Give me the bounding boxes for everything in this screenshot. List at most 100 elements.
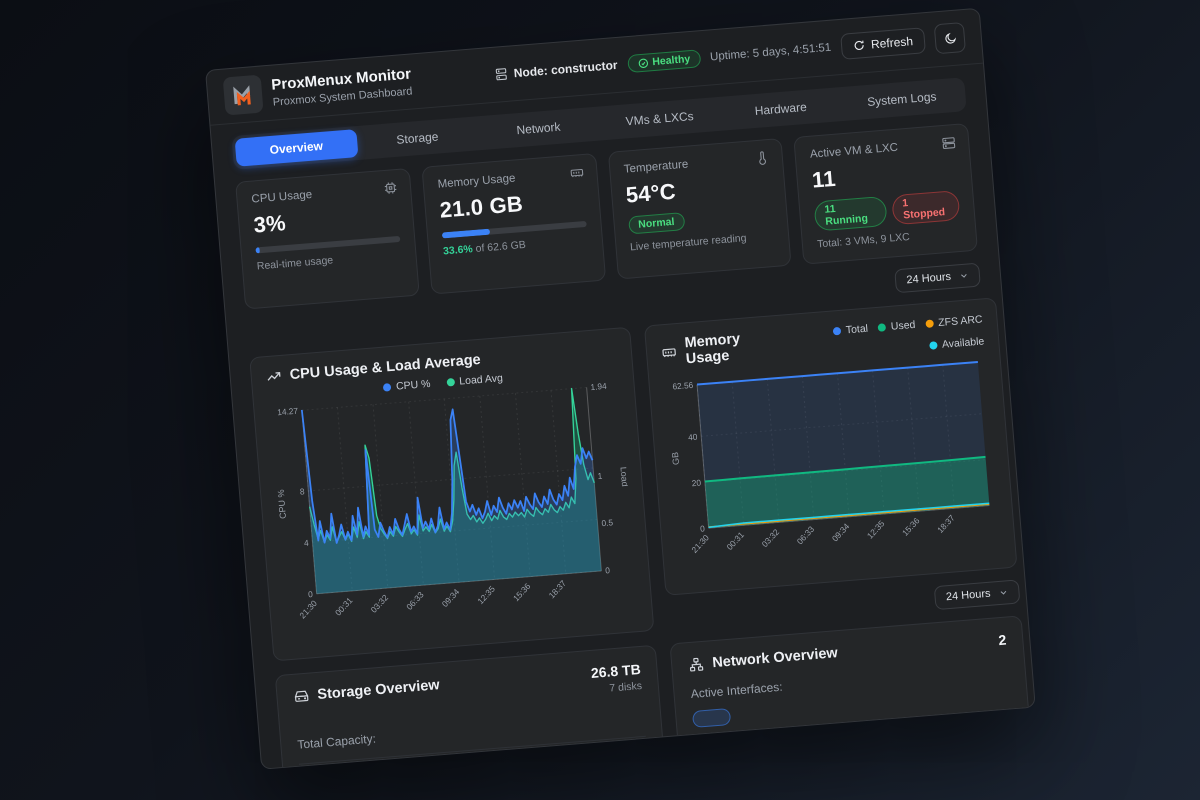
network-interfaces-count: 2 — [997, 631, 1007, 649]
refresh-icon — [854, 40, 864, 51]
svg-text:18:37: 18:37 — [935, 512, 957, 535]
cpu-usage-value: 3% — [252, 210, 287, 238]
memory-usage-value: 21.0 GB — [438, 190, 524, 223]
cpu-icon — [382, 180, 399, 201]
trending-up-icon — [265, 368, 282, 385]
tab-network[interactable]: Network — [516, 119, 562, 138]
load-legend-dot — [446, 378, 455, 387]
svg-text:4: 4 — [304, 538, 310, 548]
time-range-select[interactable]: 24 Hours — [894, 262, 981, 294]
node-bar: Node: constructor Healthy Uptime: 5 days… — [493, 22, 967, 90]
cpu-load-chart: 21:30 00:31 03:32 06:33 09:34 12:35 15:36 18:37… — [276, 381, 630, 621]
temperature-value: 54°C — [624, 178, 677, 208]
svg-text:62.56: 62.56 — [672, 380, 694, 392]
used-legend-dot — [877, 323, 887, 332]
running-badge: 11 Running — [813, 195, 889, 232]
tab-overview[interactable]: Overview — [234, 129, 358, 167]
refresh-button[interactable]: Refresh — [840, 27, 926, 60]
svg-text:09:34: 09:34 — [830, 521, 852, 544]
tab-vms-lxcs[interactable]: VMs & LXCs — [625, 108, 695, 129]
svg-text:06:33: 06:33 — [404, 589, 426, 612]
active-vm-lxc-value: 11 — [811, 165, 837, 193]
temperature-status-badge: Normal — [627, 212, 686, 235]
storage-total-value: 26.8 TB — [590, 661, 642, 681]
chevron-down-icon — [1000, 590, 1007, 595]
server-icon — [941, 135, 958, 156]
svg-text:09:34: 09:34 — [440, 586, 462, 609]
storage-disks-value: 7 disks — [608, 679, 643, 695]
svg-text:1: 1 — [597, 471, 603, 481]
cpu-usage-card: CPU Usage 3% Real-time usage — [235, 167, 420, 310]
svg-text:15:36: 15:36 — [511, 581, 533, 604]
storage-overview-title: Storage Overview — [316, 677, 441, 703]
svg-text:00:31: 00:31 — [333, 595, 355, 618]
svg-text:CPU %: CPU % — [276, 489, 288, 519]
chevron-down-icon — [961, 274, 967, 278]
stopped-badge: 1 Stopped — [891, 189, 961, 226]
memory-chart-card: Memory Usage Total Used ZFS ARC Availabl… — [644, 297, 1018, 596]
svg-text:0: 0 — [308, 589, 314, 599]
active-vm-lxc-subtext: Total: 3 VMs, 9 LXC — [816, 231, 911, 251]
svg-text:0: 0 — [605, 565, 611, 575]
network-icon — [688, 656, 705, 673]
storage-overview-card: Storage Overview 26.8 TB 7 disks Total C… — [274, 644, 667, 770]
zfs-arc-legend-dot — [925, 319, 934, 329]
svg-text:20: 20 — [692, 477, 702, 488]
svg-text:0: 0 — [700, 523, 706, 533]
tab-hardware[interactable]: Hardware — [754, 99, 808, 119]
svg-text:03:32: 03:32 — [760, 527, 782, 550]
network-overview-card: Network Overview 2 Active Interfaces: — [669, 615, 1030, 746]
network-time-range-select[interactable]: 24 Hours — [934, 579, 1021, 611]
memory-usage-card: Memory Usage 21.0 GB 33.6% of 62.6 GB — [421, 152, 606, 295]
header: ProxMenux Monitor Proxmox System Dashboa… — [206, 8, 983, 126]
svg-text:15:36: 15:36 — [900, 515, 922, 538]
right-column: Memory Usage Total Used ZFS ARC Availabl… — [644, 297, 1032, 769]
dark-mode-toggle[interactable] — [933, 22, 967, 55]
proxmenux-logo-icon — [222, 74, 264, 116]
thermometer-icon — [755, 150, 772, 171]
available-legend-dot — [928, 341, 938, 350]
svg-text:14.27: 14.27 — [277, 406, 299, 418]
svg-text:06:33: 06:33 — [795, 524, 817, 547]
node-server-icon — [495, 68, 507, 81]
memory-chart-title: Memory Usage — [684, 330, 741, 368]
cpu-load-chart-card: CPU Usage & Load Average CPU % Load Avg … — [249, 326, 655, 662]
main-content: Overview Storage Network VMs & LXCs Hard… — [210, 64, 1035, 770]
total-legend-dot — [832, 326, 842, 336]
svg-text:18:37: 18:37 — [547, 578, 569, 601]
memory-icon — [568, 165, 585, 186]
interface-badge[interactable] — [692, 707, 732, 728]
memory-usage-subtext: 33.6% of 62.6 GB — [442, 238, 527, 258]
uptime-text: Uptime: 5 days, 4:51:51 — [709, 41, 832, 64]
hard-drive-icon — [293, 688, 310, 705]
svg-text:1.94: 1.94 — [590, 381, 607, 392]
cpu-usage-subtext: Real-time usage — [256, 254, 334, 273]
temperature-card: Temperature 54°C Normal Live temperature… — [607, 137, 792, 280]
health-badge: Healthy — [626, 49, 701, 74]
tab-system-logs[interactable]: System Logs — [866, 89, 937, 109]
node-label: Node: constructor — [493, 58, 618, 82]
svg-text:8: 8 — [299, 486, 305, 496]
svg-text:21:30: 21:30 — [690, 532, 712, 555]
svg-text:Load: Load — [619, 466, 630, 487]
svg-text:00:31: 00:31 — [725, 529, 747, 552]
active-vm-lxc-card: Active VM & LXC 11 11 Running 1 Stopped … — [793, 123, 978, 265]
svg-text:12:35: 12:35 — [865, 518, 887, 541]
temperature-subtext: Live temperature reading — [629, 232, 747, 254]
brand: ProxMenux Monitor Proxmox System Dashboa… — [222, 63, 413, 116]
svg-text:12:35: 12:35 — [475, 584, 497, 607]
cpu-legend-dot — [382, 383, 392, 392]
memory-chart-icon — [661, 344, 678, 361]
moon-icon — [944, 32, 956, 44]
memory-progress-fill — [441, 228, 491, 239]
svg-text:40: 40 — [688, 432, 698, 443]
left-column: CPU Usage & Load Average CPU % Load Avg … — [249, 326, 667, 770]
svg-text:GB: GB — [670, 452, 681, 466]
tab-storage[interactable]: Storage — [395, 129, 439, 147]
dashboard-panel: ProxMenux Monitor Proxmox System Dashboa… — [205, 7, 1036, 770]
cpu-progress-fill — [255, 247, 261, 254]
svg-text:21:30: 21:30 — [297, 598, 319, 621]
stat-cards: CPU Usage 3% Real-time usage Memory Usag… — [235, 123, 978, 310]
network-overview-title: Network Overview — [711, 645, 839, 672]
check-circle-icon — [638, 58, 648, 68]
